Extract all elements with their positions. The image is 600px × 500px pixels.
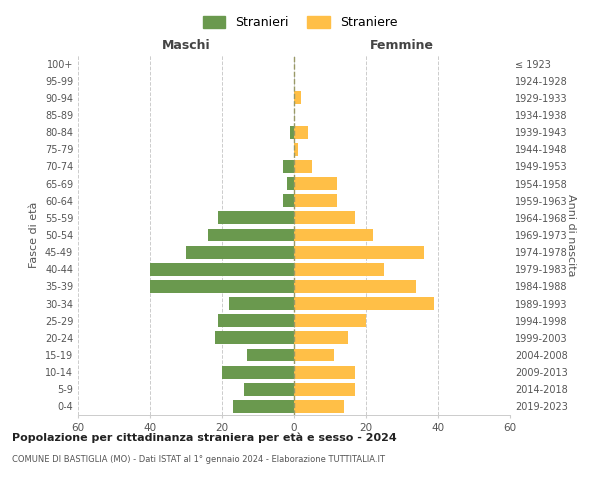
- Bar: [215, 332, 294, 344]
- Y-axis label: Fasce di età: Fasce di età: [29, 202, 39, 268]
- Bar: [294, 246, 424, 258]
- Bar: [294, 160, 312, 173]
- Bar: [294, 280, 416, 293]
- Bar: [294, 332, 348, 344]
- Bar: [294, 348, 334, 362]
- Bar: [294, 400, 344, 413]
- Bar: [150, 263, 294, 276]
- Bar: [294, 177, 337, 190]
- Text: Femmine: Femmine: [370, 38, 434, 52]
- Bar: [294, 92, 301, 104]
- Bar: [150, 280, 294, 293]
- Bar: [294, 297, 434, 310]
- Bar: [283, 194, 294, 207]
- Bar: [294, 228, 373, 241]
- Y-axis label: Anni di nascita: Anni di nascita: [566, 194, 576, 276]
- Bar: [218, 314, 294, 327]
- Bar: [294, 194, 337, 207]
- Bar: [294, 263, 384, 276]
- Bar: [287, 177, 294, 190]
- Bar: [290, 126, 294, 138]
- Bar: [294, 366, 355, 378]
- Bar: [294, 383, 355, 396]
- Text: Popolazione per cittadinanza straniera per età e sesso - 2024: Popolazione per cittadinanza straniera p…: [12, 432, 397, 443]
- Bar: [229, 297, 294, 310]
- Bar: [294, 314, 366, 327]
- Bar: [294, 143, 298, 156]
- Legend: Stranieri, Straniere: Stranieri, Straniere: [197, 11, 403, 34]
- Bar: [247, 348, 294, 362]
- Bar: [208, 228, 294, 241]
- Text: Maschi: Maschi: [161, 38, 211, 52]
- Text: COMUNE DI BASTIGLIA (MO) - Dati ISTAT al 1° gennaio 2024 - Elaborazione TUTTITAL: COMUNE DI BASTIGLIA (MO) - Dati ISTAT al…: [12, 455, 385, 464]
- Bar: [294, 126, 308, 138]
- Bar: [186, 246, 294, 258]
- Bar: [294, 212, 355, 224]
- Bar: [283, 160, 294, 173]
- Bar: [233, 400, 294, 413]
- Bar: [222, 366, 294, 378]
- Bar: [218, 212, 294, 224]
- Bar: [244, 383, 294, 396]
